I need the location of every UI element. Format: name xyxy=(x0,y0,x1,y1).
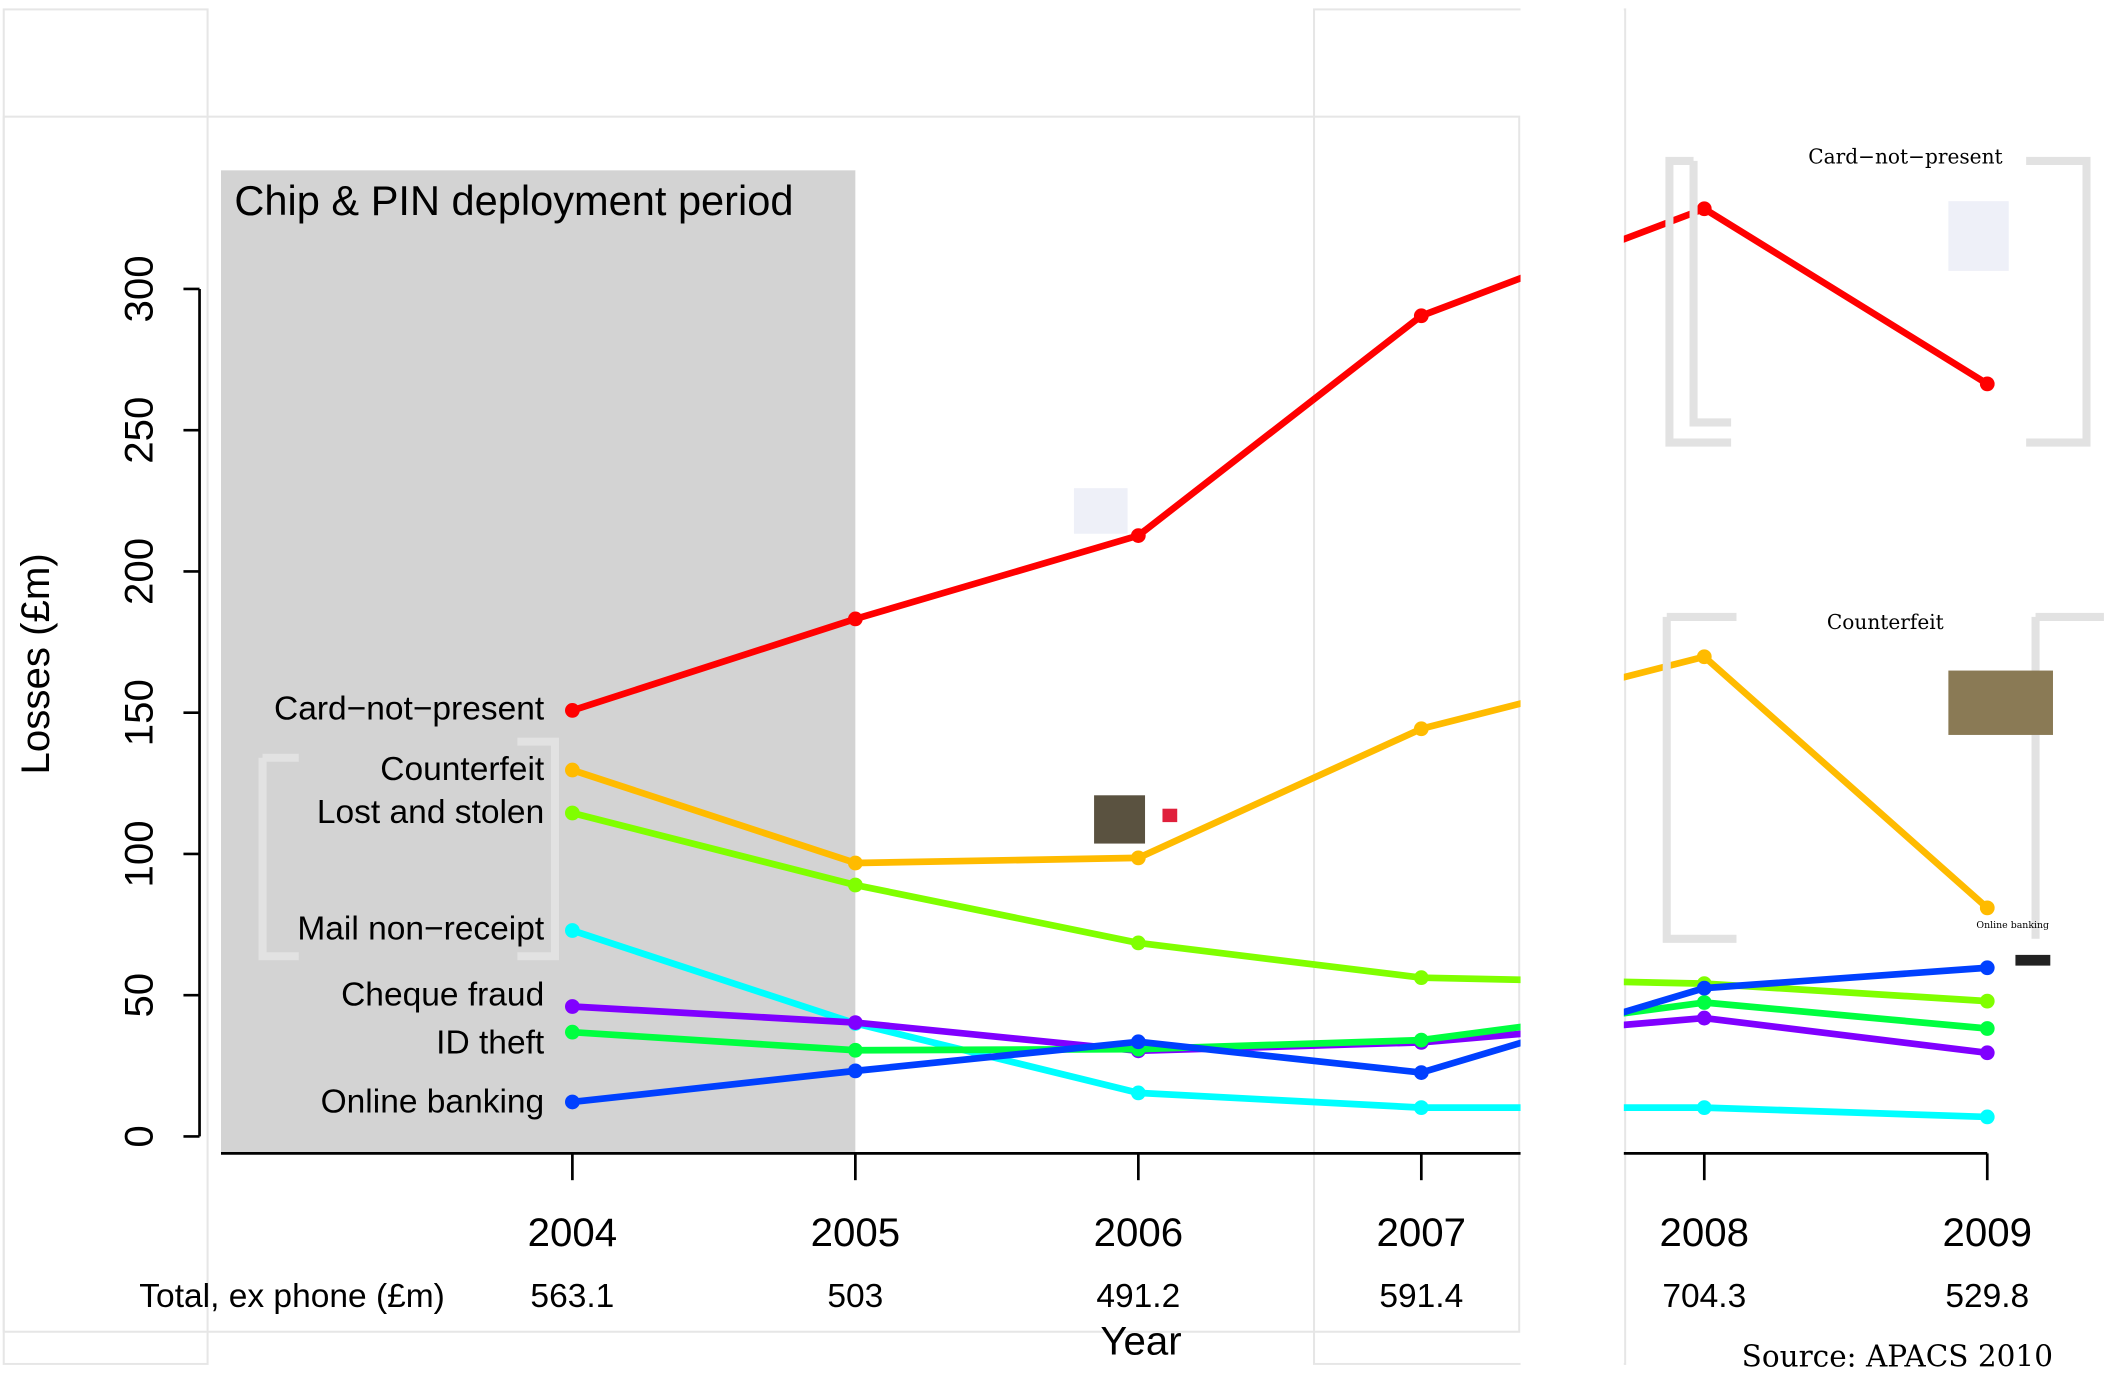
y-tick-label: 100 xyxy=(116,820,161,887)
data-point xyxy=(847,1042,863,1058)
data-point xyxy=(1696,649,1712,665)
data-point xyxy=(564,805,580,821)
series-label: Mail non−receipt xyxy=(297,911,545,948)
x-tick-label: 2009 xyxy=(1943,1210,2032,1255)
data-point xyxy=(1696,980,1712,996)
total-value: 591.4 xyxy=(1379,1278,1463,1315)
x-tick-label: 2008 xyxy=(1660,1210,1749,1255)
data-point xyxy=(1413,1032,1429,1048)
data-point xyxy=(1130,528,1146,543)
series-line xyxy=(572,964,1988,1106)
thumbnail xyxy=(2015,954,2051,966)
data-point xyxy=(1979,1021,1995,1036)
data-point xyxy=(564,762,580,778)
data-point xyxy=(1696,201,1712,217)
data-point xyxy=(1979,376,1995,392)
data-point xyxy=(847,1015,863,1030)
total-value: 503 xyxy=(827,1278,883,1315)
series-label: Lost and stolen xyxy=(317,794,544,831)
total-value: 704.3 xyxy=(1662,1278,1746,1315)
bracket xyxy=(1665,156,2091,447)
data-point xyxy=(1413,308,1429,324)
data-point xyxy=(1696,1100,1712,1115)
data-point xyxy=(1130,935,1146,951)
series-line xyxy=(571,205,1990,714)
y-tick-label: 50 xyxy=(116,973,161,1018)
side-label: Counterfeit xyxy=(1827,610,1944,634)
x-tick-label: 2005 xyxy=(811,1210,900,1255)
y-tick-label: 150 xyxy=(116,679,161,746)
y-tick-label: 300 xyxy=(116,255,161,322)
total-value: 563.1 xyxy=(530,1278,614,1315)
source: Source: APACS 2010 xyxy=(1742,1340,2053,1374)
data-point xyxy=(1130,850,1146,866)
data-point xyxy=(1130,1085,1146,1101)
series-line xyxy=(571,653,1990,911)
plot: 0 50 100 150 200 250 300 2004 2005 2006 2007 2008 20… xyxy=(116,201,2032,1315)
data-point xyxy=(1413,721,1429,737)
data-point xyxy=(1696,1010,1712,1026)
data-point xyxy=(564,923,580,938)
thumbnail xyxy=(1948,670,2053,735)
side-label: Online banking xyxy=(1976,920,2049,931)
frame xyxy=(1313,8,1627,1365)
bracket xyxy=(1662,612,2104,943)
frame xyxy=(2,115,1521,1333)
y-tick-label: 250 xyxy=(116,397,161,464)
total-value: 529.8 xyxy=(1945,1278,2029,1315)
x-tick-label: 2007 xyxy=(1377,1210,1466,1255)
series-line xyxy=(571,927,1988,1121)
series-label: Online banking xyxy=(321,1084,545,1121)
gap xyxy=(1520,0,1624,1376)
data-point xyxy=(1979,1109,1995,1125)
data-point xyxy=(847,877,863,893)
series-label: Card−not−present xyxy=(274,691,545,728)
thumbnail xyxy=(1094,795,1146,844)
data-point xyxy=(564,703,580,718)
y-tick-label: 0 xyxy=(116,1125,161,1147)
x-axis-label: Year xyxy=(1100,1318,1181,1363)
series-line xyxy=(572,999,1988,1054)
data-point xyxy=(564,1024,580,1040)
data-point xyxy=(1979,1045,1995,1061)
data-point xyxy=(1979,960,1995,976)
data-point xyxy=(847,1063,863,1079)
x-tick-label: 2004 xyxy=(528,1210,617,1255)
data-point xyxy=(1413,1100,1429,1115)
series-label: Cheque fraud xyxy=(341,976,544,1013)
data-point xyxy=(1130,1034,1146,1050)
data-point xyxy=(847,611,863,627)
series-label: ID theft xyxy=(436,1025,545,1062)
data-point xyxy=(1979,900,1995,916)
data-point xyxy=(1979,993,1995,1009)
data-point xyxy=(847,855,863,871)
side-label: Card−not−present xyxy=(1808,145,2002,169)
annotation: Chip & PIN deployment period xyxy=(234,177,793,224)
data-point xyxy=(1413,970,1429,986)
thumbnail xyxy=(1948,201,2009,271)
thumbnail xyxy=(1162,808,1178,823)
y-axis-label: Losses (£m) xyxy=(13,553,58,774)
x-tick-label: 2006 xyxy=(1094,1210,1183,1255)
bracket xyxy=(258,737,559,961)
totals-label: Total, ex phone (£m) xyxy=(139,1278,445,1315)
data-point xyxy=(1696,995,1712,1010)
data-point xyxy=(564,1094,580,1110)
data-point xyxy=(1413,1065,1429,1080)
thumbnail xyxy=(1073,488,1128,534)
total-value: 491.2 xyxy=(1096,1278,1180,1315)
y-tick-label: 200 xyxy=(116,538,161,605)
series-label: Counterfeit xyxy=(380,751,545,788)
data-point xyxy=(564,999,580,1014)
